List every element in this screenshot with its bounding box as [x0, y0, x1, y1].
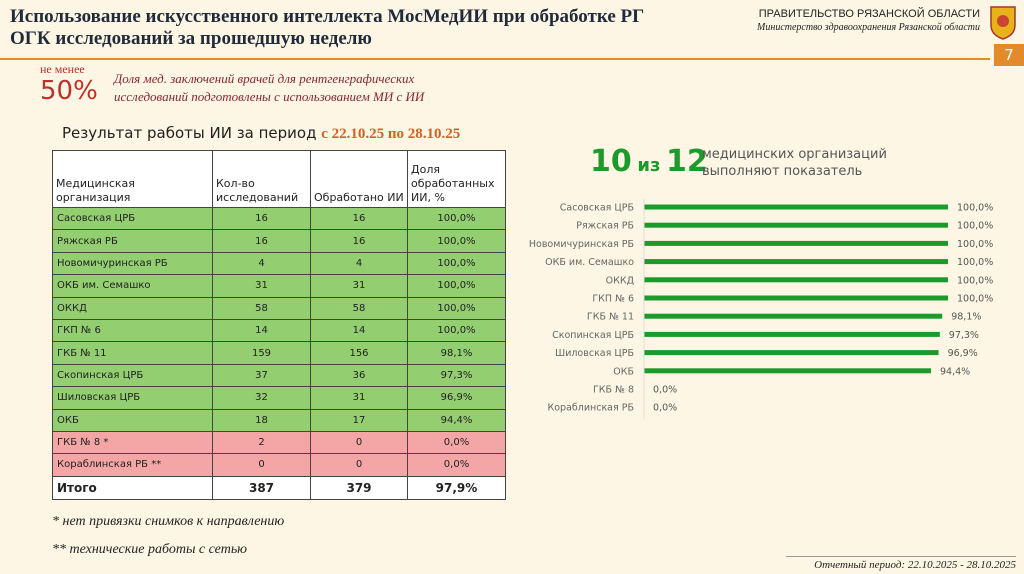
report-period: Отчетный период: 22.10.2025 - 28.10.2025 [786, 556, 1016, 571]
cell: 100,0% [407, 318, 506, 343]
title: Использование искусственного интеллекта … [10, 6, 644, 50]
result-label: Результат работы ИИ за период [62, 124, 322, 142]
row: Сасовская ЦРБ 16 16 100,0% [52, 206, 506, 231]
highlight-text: медицинских организаций выполняют показат… [702, 146, 887, 180]
result: Результат работы ИИ за период с 22.10.25… [62, 124, 460, 143]
cell: 0,0% [407, 430, 506, 455]
cell: 14 [310, 318, 408, 343]
row: Кораблинская РБ ** 0 0 0,0% [52, 453, 506, 477]
cell: 96,9% [407, 386, 506, 410]
row: ГКБ № 11 159 156 98,1% [52, 341, 506, 365]
row: ГКБ № 8 * 2 0 0,0% [52, 430, 506, 455]
bar [644, 331, 940, 337]
value-label: 100,0% [957, 275, 993, 286]
cell: 97,9% [407, 475, 506, 500]
cell: 14 [212, 318, 311, 343]
bar [644, 368, 931, 374]
cell: 0 [310, 453, 408, 477]
footnote: ** технические работы с сетью [52, 542, 248, 557]
category-label: Ряжская РБ [576, 221, 634, 232]
line: выполняют показатель [702, 164, 863, 179]
row: ОКБ 18 17 94,4% [52, 408, 506, 432]
column-header: Доля обработанных ИИ, % [407, 150, 506, 208]
value-label: 97,3% [949, 330, 979, 341]
bar [644, 204, 948, 210]
column-header: Медицинская организация [52, 150, 213, 208]
cell: 97,3% [407, 363, 506, 388]
title-line: Использование искусственного интеллекта … [10, 6, 645, 27]
category-label: ОКБ [613, 366, 634, 377]
row: ОККД 58 58 100,0% [52, 296, 506, 320]
cell: 156 [310, 341, 408, 365]
cell: ОКБ [52, 408, 213, 432]
cell: 100,0% [407, 296, 506, 320]
row: ОКБ им. Семашко 31 31 100,0% [52, 274, 506, 298]
title-line: ОГК исследований за прошедшую неделю [10, 28, 372, 49]
cell: 31 [212, 274, 311, 298]
category-label: Шиловская ЦРБ [555, 348, 634, 359]
footnote: * нет привязки снимков к направлению [52, 514, 285, 529]
result-period: с 22.10.25 по 28.10.25 [321, 126, 461, 142]
highlight: 10 из 12 [590, 144, 708, 179]
of: из [637, 155, 661, 176]
bar [644, 240, 948, 246]
cell: 94,4% [407, 408, 506, 432]
category-label: ОКБ им. Семашко [545, 257, 634, 268]
rule [0, 58, 990, 60]
value-label: 94,4% [940, 366, 970, 377]
cell: 387 [212, 475, 311, 500]
cell: 98,1% [407, 341, 506, 365]
row: Шиловская ЦРБ 32 31 96,9% [52, 386, 506, 410]
count: 10 [590, 144, 632, 179]
category-label: Скопинская ЦРБ [552, 330, 634, 341]
cell: 379 [310, 475, 408, 500]
value-label: 0,0% [653, 403, 677, 414]
page-number: 7 [994, 44, 1024, 66]
cell: 100,0% [407, 274, 506, 298]
row: ГКП № 6 14 14 100,0% [52, 318, 506, 343]
column-header: Обработано ИИ [310, 150, 408, 208]
target-text: Доля мед. заключений врачей для рентгенг… [114, 70, 424, 106]
line: исследований подготовлены с использовани… [114, 89, 425, 104]
value-label: 0,0% [653, 385, 677, 396]
bar [644, 277, 948, 283]
category-label: Сасовская ЦРБ [560, 203, 634, 214]
value-label: 100,0% [957, 257, 993, 268]
value-label: 100,0% [957, 203, 993, 214]
value-label: 96,9% [948, 348, 978, 359]
category-label: ОККД [606, 275, 634, 286]
target-value: 50% [40, 76, 98, 106]
category-label: ГКП № 6 [592, 294, 634, 305]
cell: Итого [52, 475, 213, 500]
ministry: Министерство здравоохранения Рязанской о… [757, 22, 980, 33]
category-label: Новомичуринская РБ [529, 239, 634, 250]
cell: 0,0% [407, 453, 506, 477]
line: медицинских организаций [702, 147, 887, 162]
total-row: Итого 387 379 97,9% [52, 475, 506, 500]
value-label: 98,1% [951, 312, 981, 323]
row: Новомичуринская РБ 4 4 100,0% [52, 251, 506, 276]
cell: 31 [310, 386, 408, 410]
cell: 100,0% [407, 251, 506, 276]
category-label: ГКБ № 11 [587, 312, 634, 323]
value-label: 100,0% [957, 221, 993, 232]
bar [644, 295, 948, 301]
total: 12 [665, 144, 708, 179]
value-label: 100,0% [957, 294, 993, 305]
value-label: 100,0% [957, 239, 993, 250]
bar [644, 313, 943, 319]
org: ПРАВИТЕЛЬСТВО РЯЗАНСКОЙ ОБЛАСТИ [758, 8, 980, 20]
category-label: ГКБ № 8 [593, 385, 634, 396]
target-prefix: не менее [40, 62, 85, 76]
line: Доля мед. заключений врачей для рентгенг… [114, 71, 415, 86]
row: Скопинская ЦРБ 37 36 97,3% [52, 363, 506, 388]
bar [644, 259, 948, 265]
emblem [990, 6, 1016, 40]
table: Медицинская организация Кол-во исследован… [52, 150, 506, 500]
bar [644, 222, 948, 228]
category-label: Кораблинская РБ [548, 403, 635, 414]
bar [644, 350, 939, 356]
